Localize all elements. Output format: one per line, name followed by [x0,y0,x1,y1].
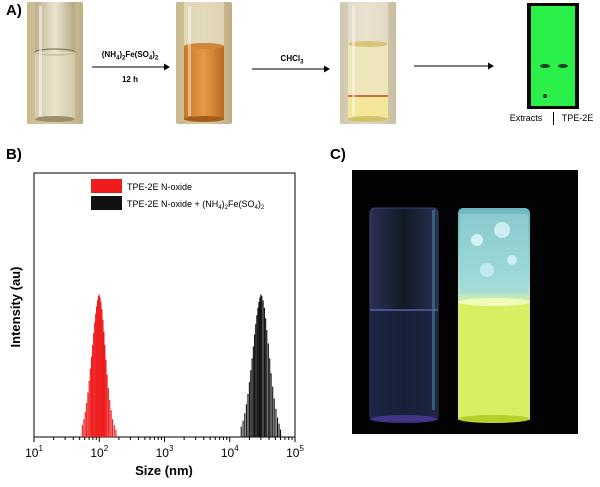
vial-photo-extraction [340,2,396,124]
tlc-label-tpe2e: TPE-2E [561,113,594,123]
legend-swatch-red [91,179,122,193]
y-axis-label: Intensity (au) [8,267,23,348]
tlc-plate-image [531,6,575,106]
x-tick-label-2: 103 [156,444,174,460]
step2-arrow [252,65,330,73]
tlc-label-divider [553,112,554,125]
x-tick-label-1: 102 [90,444,108,460]
vial-orange-image [176,2,232,124]
dls-chart: 101 102 103 104 105 TPE-2E N-oxide TPE-2E N-… [8,172,304,478]
tlc-label-extracts: Extracts [509,113,543,123]
x-tick-label-0: 101 [25,444,43,460]
x-ticks-group: 101 102 103 104 105 [25,437,304,460]
legend-label-red: TPE-2E N-oxide [127,182,192,192]
vial-photo-orange [176,2,232,124]
legend-label-black: TPE-2E N-oxide + (NH4)2Fe(SO4)2 [127,199,265,211]
bars-group [81,294,282,437]
step3-arrow [414,62,494,70]
fluorescence-photo [352,170,578,434]
x-axis-label: Size (nm) [135,463,193,478]
panel-a-label: A) [6,2,22,19]
step2-solvent-label: CHCl3 [280,54,304,66]
fluorescence-photo-image [369,207,530,423]
panel-c-label: C) [330,146,346,163]
legend-swatch-black [91,196,122,210]
x-tick-label-3: 104 [221,444,239,460]
vial-photo-initial [27,2,83,124]
x-tick-label-4: 105 [286,444,304,460]
vial-extraction-image [340,2,396,124]
panel-b-label: B) [6,146,22,163]
vial-initial-image [27,2,83,124]
step1-reagent-label: (NH4)2Fe(SO4)2 [101,50,159,62]
tlc-plate [527,3,579,109]
step1-time-label: 12 h [121,75,138,84]
step1-arrow [92,63,170,71]
